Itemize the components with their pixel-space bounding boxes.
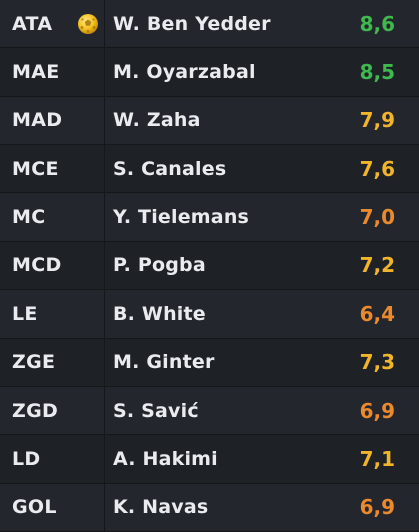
player-name: S. Savić xyxy=(113,399,199,422)
player-row[interactable]: ZGD S. Savić 6,9 xyxy=(0,386,419,436)
player-name: B. White xyxy=(113,302,206,325)
player-name: M. Ginter xyxy=(113,351,215,374)
player-row[interactable]: MAD W. Zaha 7,9 xyxy=(0,96,419,146)
column-divider xyxy=(104,483,105,531)
player-position: GOL xyxy=(12,496,57,519)
column-divider xyxy=(104,96,105,145)
player-position: MAE xyxy=(12,61,60,84)
player-rating: 7,3 xyxy=(359,350,395,375)
player-position: ZGE xyxy=(12,351,56,374)
player-row[interactable]: MC Y. Tielemans 7,0 xyxy=(0,193,419,242)
column-divider xyxy=(104,241,105,290)
golden-ball-icon xyxy=(77,0,99,47)
player-position: LE xyxy=(12,302,38,325)
player-row[interactable]: LD A. Hakimi 7,1 xyxy=(0,435,419,484)
column-divider xyxy=(104,386,105,435)
player-row[interactable]: MCD P. Pogba 7,2 xyxy=(0,241,419,291)
column-divider xyxy=(104,193,105,241)
player-rating: 8,6 xyxy=(359,11,395,36)
player-row[interactable]: LE B. White 6,4 xyxy=(0,290,419,339)
player-rating: 7,9 xyxy=(359,108,395,133)
player-row[interactable]: MCE S. Canales 7,6 xyxy=(0,145,419,194)
column-divider xyxy=(104,338,105,386)
player-name: P. Pogba xyxy=(113,254,206,277)
player-name: W. Zaha xyxy=(113,109,201,132)
player-position: LD xyxy=(12,447,41,470)
player-position: MCD xyxy=(12,254,62,277)
player-row[interactable]: ATA W. Ben Yedder 8,6 xyxy=(0,0,419,49)
player-position: ZGD xyxy=(12,399,59,422)
column-divider xyxy=(104,145,105,193)
player-name: M. Oyarzabal xyxy=(113,61,256,84)
player-position: MC xyxy=(12,206,46,229)
player-rating: 8,5 xyxy=(359,60,395,85)
player-name: Y. Tielemans xyxy=(113,206,250,229)
column-divider xyxy=(104,435,105,483)
column-divider xyxy=(104,48,105,96)
player-rating: 7,0 xyxy=(359,205,395,230)
player-row[interactable]: ZGE M. Ginter 7,3 xyxy=(0,338,419,387)
player-row[interactable]: MAE M. Oyarzabal 8,5 xyxy=(0,48,419,97)
player-position: MAD xyxy=(12,109,63,132)
player-name: A. Hakimi xyxy=(113,447,218,470)
player-rating: 6,9 xyxy=(359,495,395,520)
player-rating: 7,2 xyxy=(359,253,395,278)
player-rating: 6,4 xyxy=(359,301,395,326)
player-position: MCE xyxy=(12,157,59,180)
player-position: ATA xyxy=(12,12,53,35)
player-row[interactable]: GOL K. Navas 6,9 xyxy=(0,483,419,532)
column-divider xyxy=(104,0,105,48)
player-rating: 7,1 xyxy=(359,446,395,471)
player-rating: 7,6 xyxy=(359,156,395,181)
player-rating: 6,9 xyxy=(359,398,395,423)
player-name: W. Ben Yedder xyxy=(113,12,271,35)
player-name: S. Canales xyxy=(113,157,227,180)
column-divider xyxy=(104,290,105,338)
player-name: K. Navas xyxy=(113,496,209,519)
